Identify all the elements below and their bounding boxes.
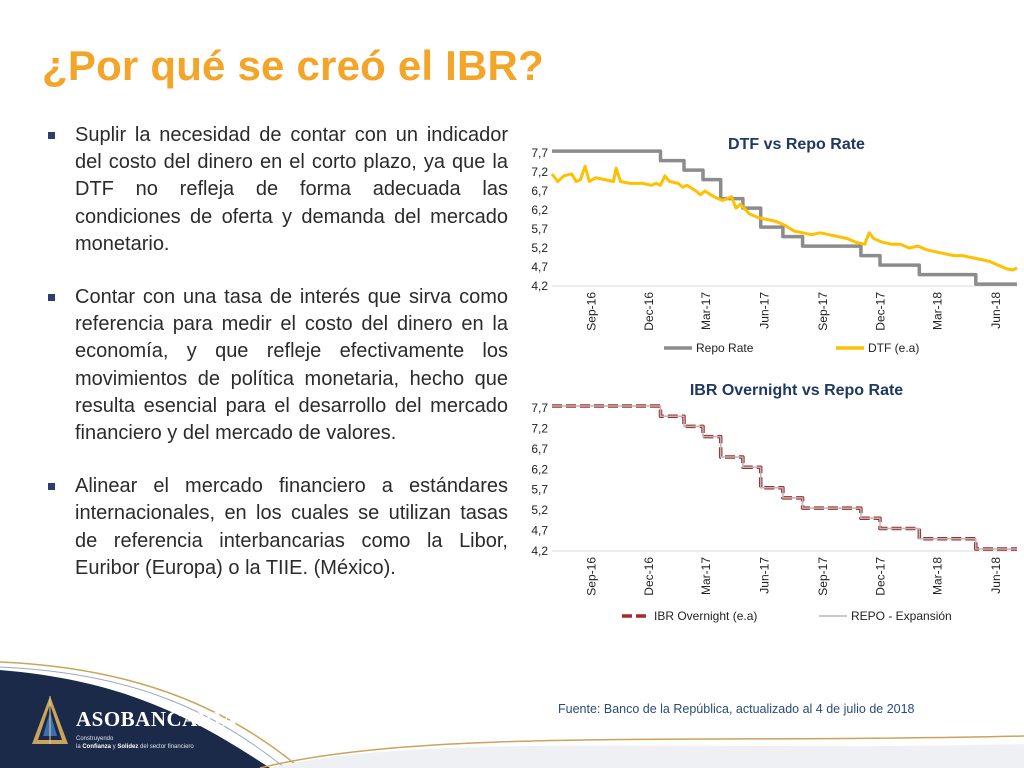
source-note: Fuente: Banco de la República, actualiza… — [558, 702, 915, 716]
tagline-part: Solidez — [117, 744, 139, 750]
x-tick-label: Jun-18 — [989, 557, 1003, 594]
y-tick-label: 5,7 — [531, 222, 548, 236]
legend-label: REPO - Expansión — [851, 609, 952, 623]
x-tick-label: Sep-17 — [816, 292, 830, 331]
y-tick-label: 5,2 — [531, 503, 548, 517]
bullet-item: Suplir la necesidad de contar con un ind… — [48, 122, 508, 258]
x-tick-label: Mar-18 — [931, 292, 945, 330]
y-tick-label: 4,2 — [531, 544, 548, 558]
logo-tagline: Construyendo la Confianza y Solidez del … — [76, 735, 216, 751]
x-tick-label: Sep-17 — [816, 557, 830, 596]
series-line-0 — [552, 404, 1017, 551]
asobancaria-logo-text: ASOBANCARIA — [76, 707, 238, 731]
y-tick-label: 7,7 — [531, 401, 548, 415]
tagline-part: del sector financiero — [138, 744, 194, 750]
bullet-list: Suplir la necesidad de contar con un ind… — [48, 122, 508, 608]
y-tick-label: 7,2 — [531, 165, 548, 179]
x-tick-label: Mar-18 — [931, 557, 945, 595]
x-tick-label: Dec-16 — [642, 292, 656, 331]
tagline-line-1: Construyendo — [76, 736, 114, 742]
slide-title: ¿Por qué se creó el IBR? — [42, 42, 544, 89]
y-tick-label: 4,7 — [531, 260, 548, 274]
series-line-0 — [552, 149, 1017, 286]
legend-label: IBR Overnight (e.a) — [654, 609, 757, 623]
bullet-item: Alinear el mercado financiero a estándar… — [48, 473, 508, 582]
chart-title: IBR Overnight vs Repo Rate — [690, 382, 903, 399]
x-tick-label: Jun-17 — [758, 557, 772, 594]
y-tick-label: 6,7 — [531, 184, 548, 198]
y-tick-label: 6,7 — [531, 442, 548, 456]
bullet-item: Contar con una tasa de interés que sirva… — [48, 284, 508, 447]
y-tick-label: 7,2 — [531, 421, 548, 435]
asobancaria-logo-icon — [32, 696, 68, 744]
legend-label: Repo Rate — [696, 341, 754, 355]
y-tick-label: 5,7 — [531, 483, 548, 497]
legend-label: DTF (e.a) — [868, 341, 919, 355]
chart-title: DTF vs Repo Rate — [728, 136, 865, 153]
x-tick-label: Sep-16 — [584, 292, 598, 331]
y-tick-label: 6,2 — [531, 462, 548, 476]
y-tick-label: 6,2 — [531, 203, 548, 217]
x-tick-label: Dec-17 — [874, 557, 888, 596]
tagline-part: la — [76, 744, 83, 750]
x-tick-label: Dec-17 — [874, 292, 888, 331]
tagline-part: y — [111, 744, 118, 750]
series-line-1 — [550, 164, 1018, 272]
series-line-1 — [552, 405, 1017, 550]
x-tick-label: Mar-17 — [699, 557, 713, 595]
dtf-vs-repo-chart: DTF vs Repo Rate 7,7 7,2 6,7 6,2 5,7 5,2 4,7 4,2… — [531, 136, 1018, 355]
x-tick-label: Mar-17 — [699, 292, 713, 330]
tagline-part: Confianza — [82, 744, 112, 750]
ibr-vs-repo-chart: IBR Overnight vs Repo Rate 7,7 7,2 6,7 6,2 5,… — [531, 382, 1017, 623]
x-tick-label: Jun-17 — [758, 292, 772, 329]
x-tick-label: Dec-16 — [642, 557, 656, 596]
y-tick-label: 4,7 — [531, 524, 548, 538]
y-tick-label: 5,2 — [531, 241, 548, 255]
x-tick-label: Sep-16 — [584, 557, 598, 596]
y-tick-label: 7,7 — [531, 146, 548, 160]
y-tick-label: 4,2 — [531, 279, 548, 293]
x-tick-label: Jun-18 — [989, 292, 1003, 329]
